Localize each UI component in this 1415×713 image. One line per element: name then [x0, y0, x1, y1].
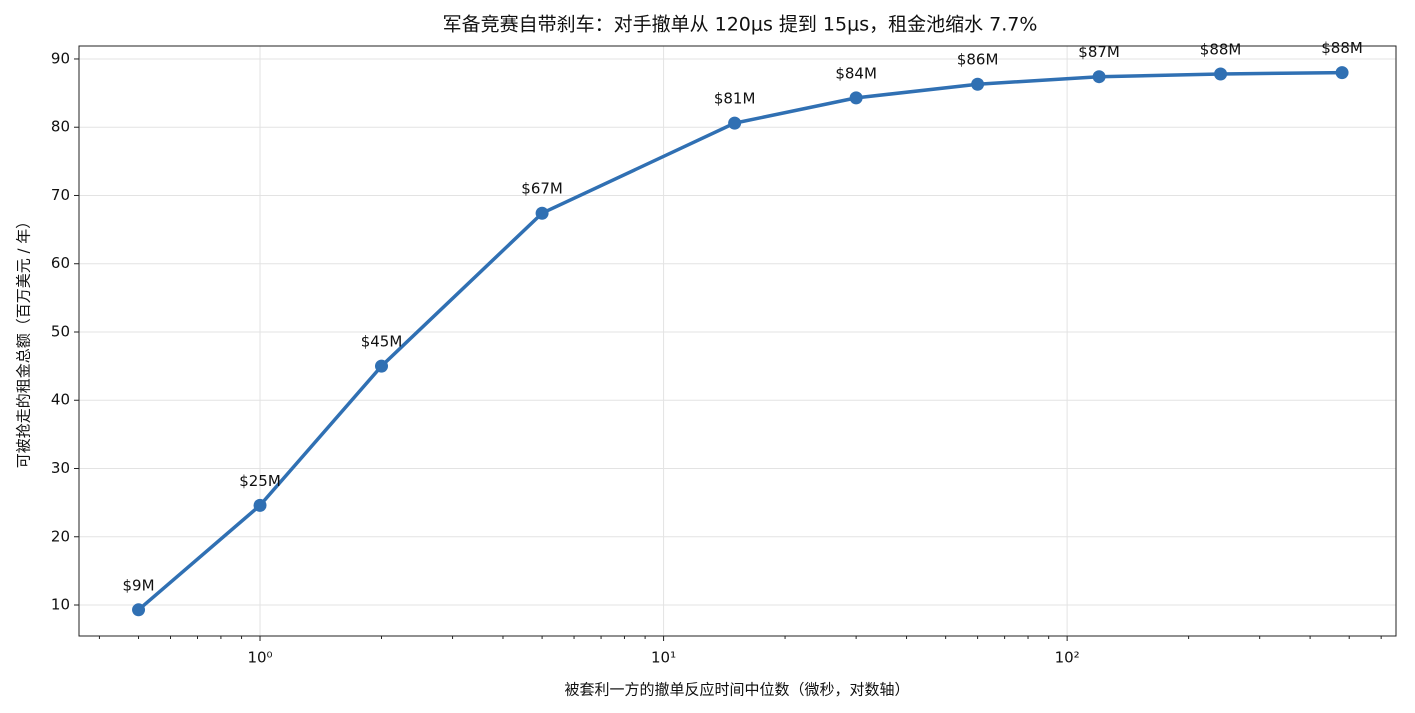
y-axis-label: 可被抢走的租金总额（百万美元 / 年）	[15, 214, 33, 469]
chart-title: 军备竞赛自带刹车：对手撤单从 120μs 提到 15μs，租金池缩水 7.7%	[443, 14, 1038, 36]
y-tick-label: 10	[51, 596, 70, 614]
y-tick-label: 50	[51, 322, 70, 340]
data-label: $84M	[835, 64, 877, 82]
data-label: $25M	[239, 472, 281, 490]
y-tick-label: 30	[51, 459, 70, 477]
data-label: $81M	[714, 90, 756, 108]
y-tick-label: 80	[51, 118, 70, 136]
y-tick-label: 90	[51, 49, 70, 67]
x-axis-label: 被套利一方的撤单反应时间中位数（微秒，对数轴）	[564, 681, 909, 699]
data-label: $88M	[1321, 39, 1363, 57]
data-label: $87M	[1078, 43, 1120, 61]
data-label: $67M	[521, 180, 563, 198]
data-point	[132, 603, 146, 617]
data-label: $9M	[123, 576, 155, 594]
data-point	[253, 498, 267, 512]
data-point	[1092, 70, 1106, 84]
data-label: $45M	[361, 333, 403, 351]
y-tick-label: 40	[51, 391, 70, 409]
data-point	[728, 116, 742, 130]
y-tick-label: 60	[51, 254, 70, 272]
plot-frame	[78, 45, 1397, 637]
y-tick-label: 70	[51, 186, 70, 204]
data-point	[971, 77, 985, 91]
data-point	[374, 359, 388, 373]
data-point	[1214, 67, 1228, 81]
data-line	[137, 70, 1343, 612]
data-point	[535, 206, 549, 220]
y-tick-label: 20	[51, 527, 70, 545]
data-point	[1335, 66, 1349, 80]
x-tick-label: 10¹	[651, 649, 676, 667]
data-point	[849, 91, 863, 105]
x-tick-label: 10²	[1055, 649, 1080, 667]
data-label: $86M	[957, 51, 999, 69]
data-label: $88M	[1200, 40, 1242, 58]
x-tick-label: 10⁰	[247, 649, 272, 667]
